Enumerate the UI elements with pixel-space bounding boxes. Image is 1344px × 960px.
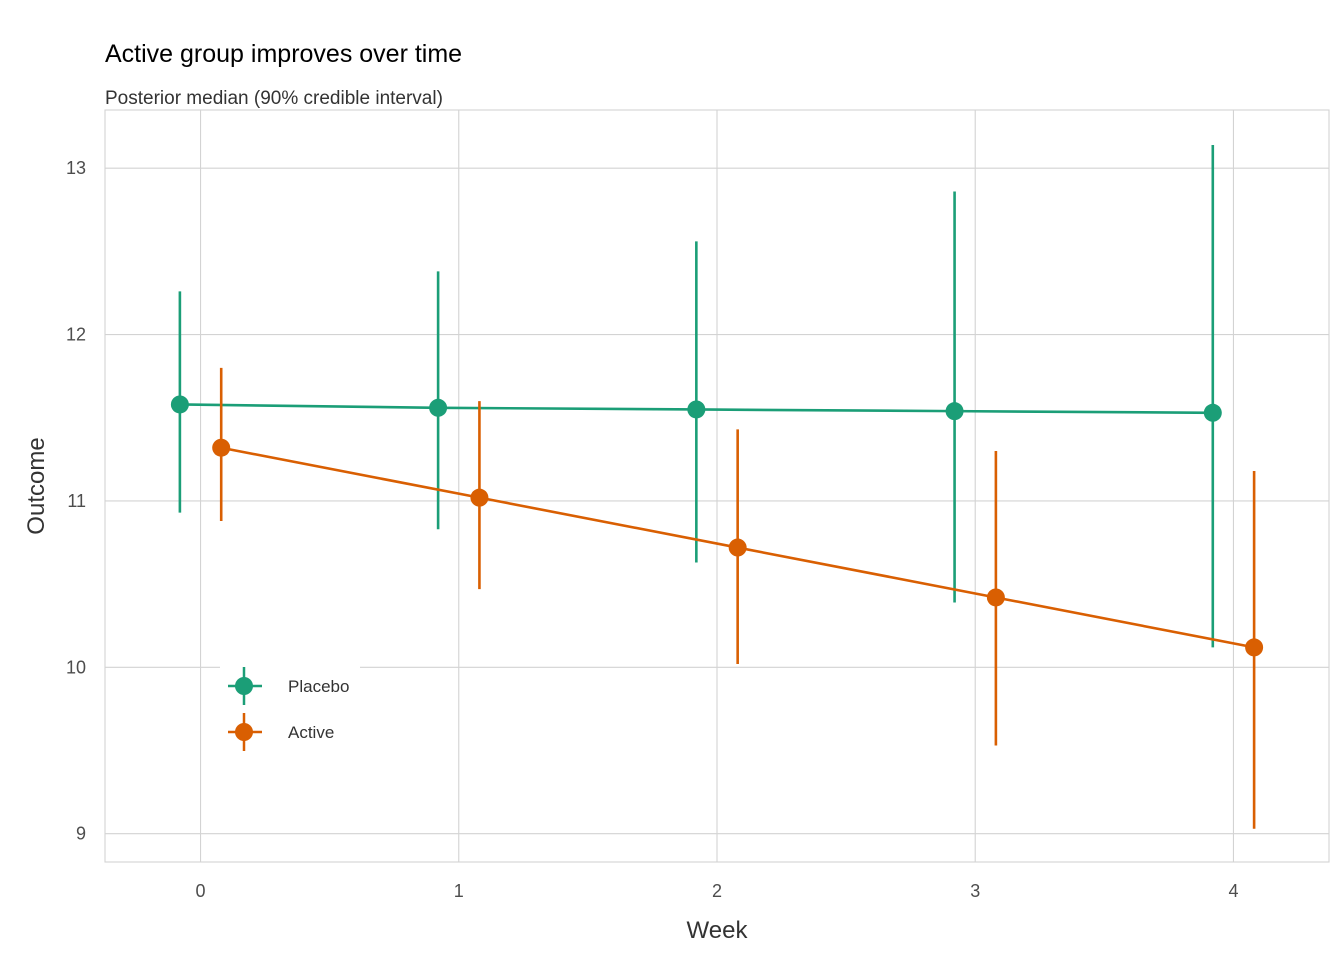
data-point-active [1245, 638, 1264, 657]
legend: Placebo Active [220, 662, 360, 758]
data-point-active [986, 588, 1005, 607]
data-point-active [470, 488, 489, 507]
data-point-placebo [687, 400, 706, 419]
data-point-active [212, 438, 231, 457]
x-tick-label: 3 [970, 881, 980, 901]
series-active [212, 367, 1264, 829]
x-axis-title: Week [687, 917, 749, 944]
data-point-active [728, 538, 747, 557]
y-tick-label: 13 [66, 158, 86, 178]
x-tick-label: 4 [1228, 881, 1238, 901]
chart-subtitle: Posterior median (90% credible interval) [105, 88, 443, 109]
data-point-placebo [429, 398, 448, 417]
legend-item-active: Active [228, 713, 334, 751]
x-tick-label: 0 [196, 881, 206, 901]
data-point-placebo [170, 395, 189, 414]
legend-item-placebo: Placebo [228, 667, 349, 705]
data-point-placebo [1203, 403, 1222, 422]
series-placebo [170, 144, 1222, 648]
legend-key-point-active [235, 723, 253, 741]
y-tick-label: 11 [67, 491, 86, 511]
y-tick-label: 9 [76, 824, 86, 844]
chart-title: Active group improves over time [105, 40, 462, 68]
x-tick-label: 1 [454, 881, 464, 901]
gridlines [105, 110, 1329, 862]
legend-label-active: Active [288, 723, 334, 742]
legend-key-point-placebo [235, 677, 253, 695]
legend-label-placebo: Placebo [288, 677, 349, 696]
series-layer [170, 144, 1264, 829]
x-tick-label: 2 [712, 881, 722, 901]
y-tick-label: 12 [66, 325, 86, 345]
y-axis-title: Outcome [23, 437, 50, 534]
data-point-placebo [945, 402, 964, 421]
y-tick-label: 10 [66, 657, 86, 677]
